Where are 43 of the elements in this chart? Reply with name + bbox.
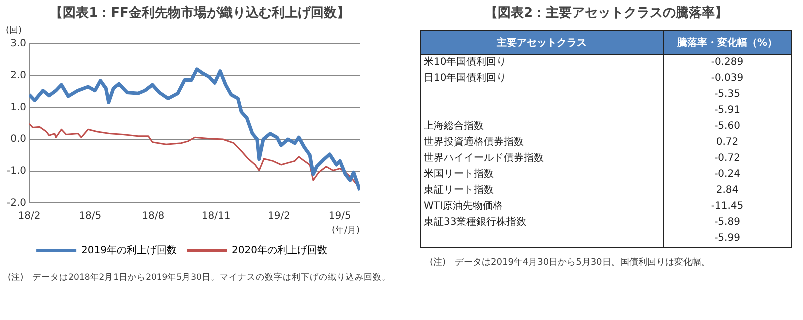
text: -5.60: [714, 121, 740, 132]
chart-title: 【図表1：FF金利先物市場が織り込む利上げ回数】: [49, 4, 351, 22]
y-tick-label: 2.0: [10, 70, 27, 82]
legend-label: 2020年の利上げ回数: [232, 244, 328, 257]
text: -0.72: [714, 153, 740, 164]
legend-label: 2019年の利上げ回数: [82, 244, 178, 257]
category-label: 米10年国債利回り: [420, 54, 664, 71]
text: (注) データは2019年4月30日から5月30日。国債利回りは変化幅。: [430, 256, 712, 269]
category-label: WTI原油先物価格: [420, 199, 664, 215]
text: 騰落率・変化幅（%）: [664, 30, 792, 54]
y-tick-label: -2.0: [6, 198, 27, 209]
text: -0.24: [714, 169, 740, 180]
text: -5.91: [714, 105, 740, 116]
x-tick-label: 18/8: [142, 210, 165, 222]
text: 【図表2：主要アセットクラスの騰落率】: [484, 4, 730, 22]
x-tick-label: 19/5: [328, 210, 352, 222]
y-tick-label: -1.0: [6, 166, 27, 177]
text: -5.99: [714, 233, 740, 244]
text: -5.89: [714, 217, 740, 228]
category-label: 米国リート指数: [420, 167, 664, 183]
text: 0.72: [716, 137, 739, 148]
category-label: 上海総合指数: [420, 119, 664, 135]
text: -11.45: [711, 201, 744, 212]
y-tick-label: 0.0: [10, 134, 27, 146]
x-axis-title: (年/月): [332, 224, 360, 236]
y-tick-label: 3.0: [10, 38, 27, 50]
category-label: 世界ハイイールド債券指数: [420, 151, 664, 167]
category-label: 東証33業種銀行株指数: [420, 215, 664, 231]
text: -0.039: [711, 73, 744, 84]
x-tick-label: 19/2: [268, 210, 290, 222]
y-tick-label: 1.0: [10, 102, 27, 114]
text: 2.84: [716, 185, 739, 196]
x-tick-label: 18/2: [18, 210, 41, 222]
x-tick-label: 18/11: [202, 210, 231, 222]
category-label: 日10年国債利回り: [420, 71, 664, 87]
y-axis-title: (回): [6, 26, 22, 36]
x-tick-label: 18/5: [79, 210, 102, 222]
text: (注) データは2018年2月1日から2019年5月30日。マイナスの数字は利下げの織り込み回数。: [8, 272, 392, 284]
category-label: 世界投資適格債券指数: [420, 135, 664, 151]
text: 主要アセットクラス: [420, 30, 664, 54]
text: -5.35: [714, 89, 740, 100]
text: -0.289: [711, 57, 744, 68]
category-label: 東証リート指数: [420, 183, 664, 199]
